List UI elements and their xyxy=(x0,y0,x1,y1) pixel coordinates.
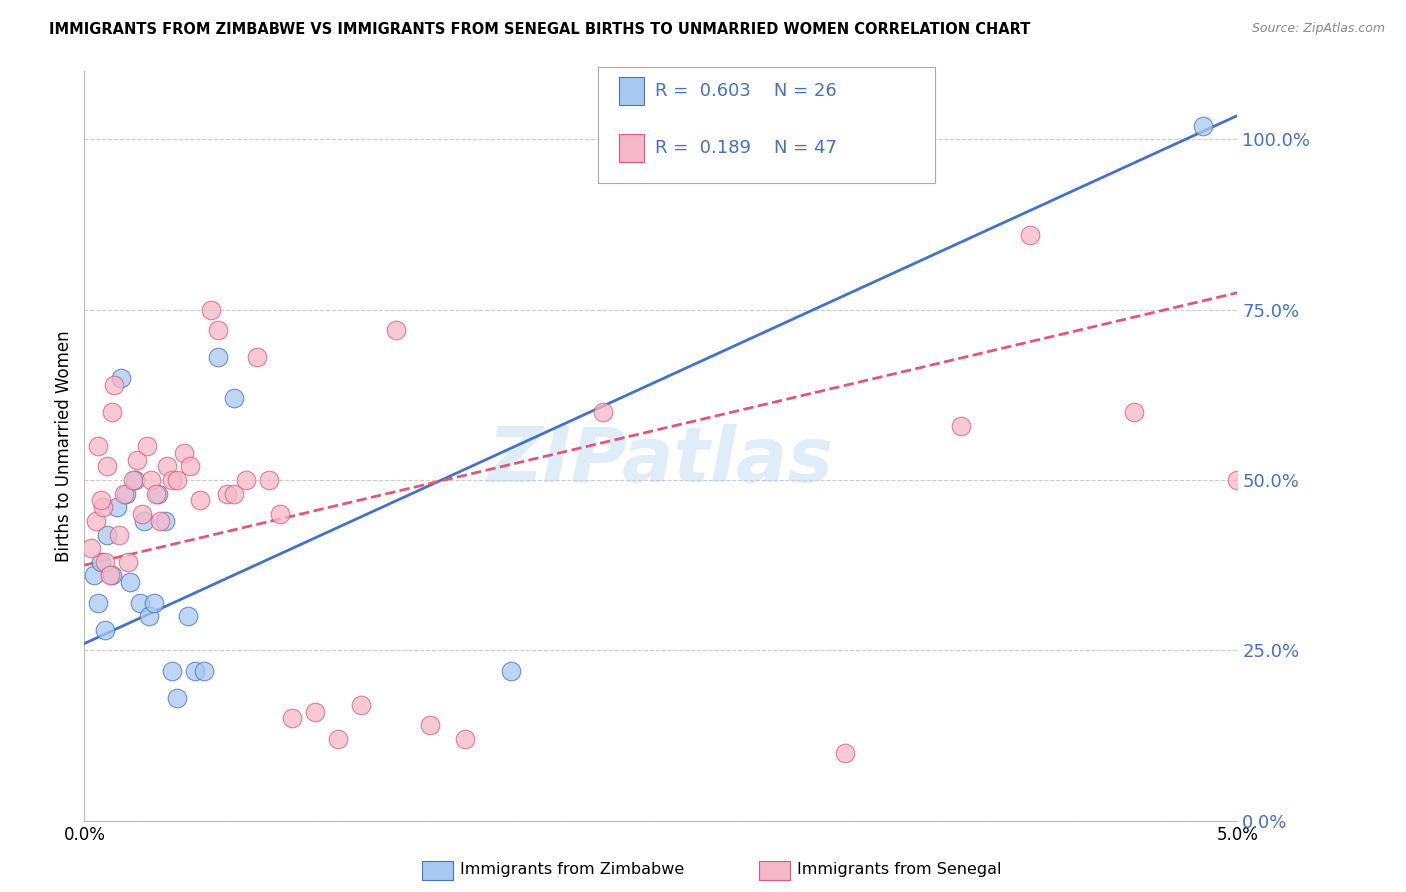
Point xyxy=(193,664,215,678)
Point xyxy=(94,623,117,637)
Point xyxy=(419,718,441,732)
Point xyxy=(1226,473,1249,487)
Point xyxy=(207,351,229,365)
Point xyxy=(87,439,110,453)
Point xyxy=(160,473,183,487)
Point xyxy=(134,514,156,528)
Point xyxy=(120,575,142,590)
Point xyxy=(96,527,118,541)
Point xyxy=(146,486,169,500)
Point xyxy=(257,473,280,487)
Point xyxy=(949,418,972,433)
Point xyxy=(128,596,150,610)
Point xyxy=(89,493,111,508)
Point xyxy=(98,568,121,582)
Point xyxy=(160,664,183,678)
Text: IMMIGRANTS FROM ZIMBABWE VS IMMIGRANTS FROM SENEGAL BIRTHS TO UNMARRIED WOMEN CO: IMMIGRANTS FROM ZIMBABWE VS IMMIGRANTS F… xyxy=(49,22,1031,37)
Point xyxy=(1191,119,1213,133)
Point xyxy=(592,405,614,419)
Text: ZIPatlas: ZIPatlas xyxy=(488,424,834,498)
Point xyxy=(124,473,146,487)
Point xyxy=(80,541,103,556)
Point xyxy=(142,596,165,610)
Point xyxy=(94,555,117,569)
Point xyxy=(246,351,269,365)
Point xyxy=(217,486,239,500)
Point xyxy=(224,392,246,406)
Text: Source: ZipAtlas.com: Source: ZipAtlas.com xyxy=(1251,22,1385,36)
Y-axis label: Births to Unmarried Women: Births to Unmarried Women xyxy=(55,330,73,562)
Point xyxy=(103,377,125,392)
Point xyxy=(326,731,349,746)
Point xyxy=(177,609,200,624)
Point xyxy=(224,486,246,500)
Point xyxy=(117,555,139,569)
Point xyxy=(281,711,304,725)
Point xyxy=(105,500,128,515)
Point xyxy=(84,514,107,528)
Point xyxy=(207,323,229,337)
Text: R =  0.189    N = 47: R = 0.189 N = 47 xyxy=(655,139,837,157)
Point xyxy=(108,527,131,541)
Point xyxy=(149,514,172,528)
Point xyxy=(96,459,118,474)
Point xyxy=(1018,227,1040,242)
Point xyxy=(87,596,110,610)
Point xyxy=(499,664,522,678)
Point xyxy=(127,452,149,467)
Point xyxy=(101,568,124,582)
Point xyxy=(131,507,153,521)
Point xyxy=(91,500,114,515)
Point xyxy=(184,664,207,678)
Point xyxy=(173,446,195,460)
Point xyxy=(112,486,135,500)
Point xyxy=(115,486,138,500)
Point xyxy=(138,609,160,624)
Point xyxy=(200,302,222,317)
Point xyxy=(89,555,111,569)
Point xyxy=(269,507,291,521)
Text: Immigrants from Zimbabwe: Immigrants from Zimbabwe xyxy=(460,863,683,877)
Point xyxy=(153,514,176,528)
Point xyxy=(166,691,188,706)
Point xyxy=(156,459,179,474)
Point xyxy=(384,323,406,337)
Point xyxy=(110,371,132,385)
Point xyxy=(121,473,143,487)
Text: Immigrants from Senegal: Immigrants from Senegal xyxy=(797,863,1001,877)
Point xyxy=(350,698,373,712)
Point xyxy=(135,439,157,453)
Point xyxy=(141,473,163,487)
Point xyxy=(834,746,856,760)
Point xyxy=(83,568,105,582)
Point xyxy=(304,705,326,719)
Point xyxy=(166,473,188,487)
Point xyxy=(101,405,124,419)
Point xyxy=(179,459,201,474)
Point xyxy=(235,473,257,487)
Text: R =  0.603    N = 26: R = 0.603 N = 26 xyxy=(655,82,837,100)
Point xyxy=(145,486,167,500)
Point xyxy=(188,493,211,508)
Point xyxy=(1122,405,1144,419)
Point xyxy=(454,731,477,746)
